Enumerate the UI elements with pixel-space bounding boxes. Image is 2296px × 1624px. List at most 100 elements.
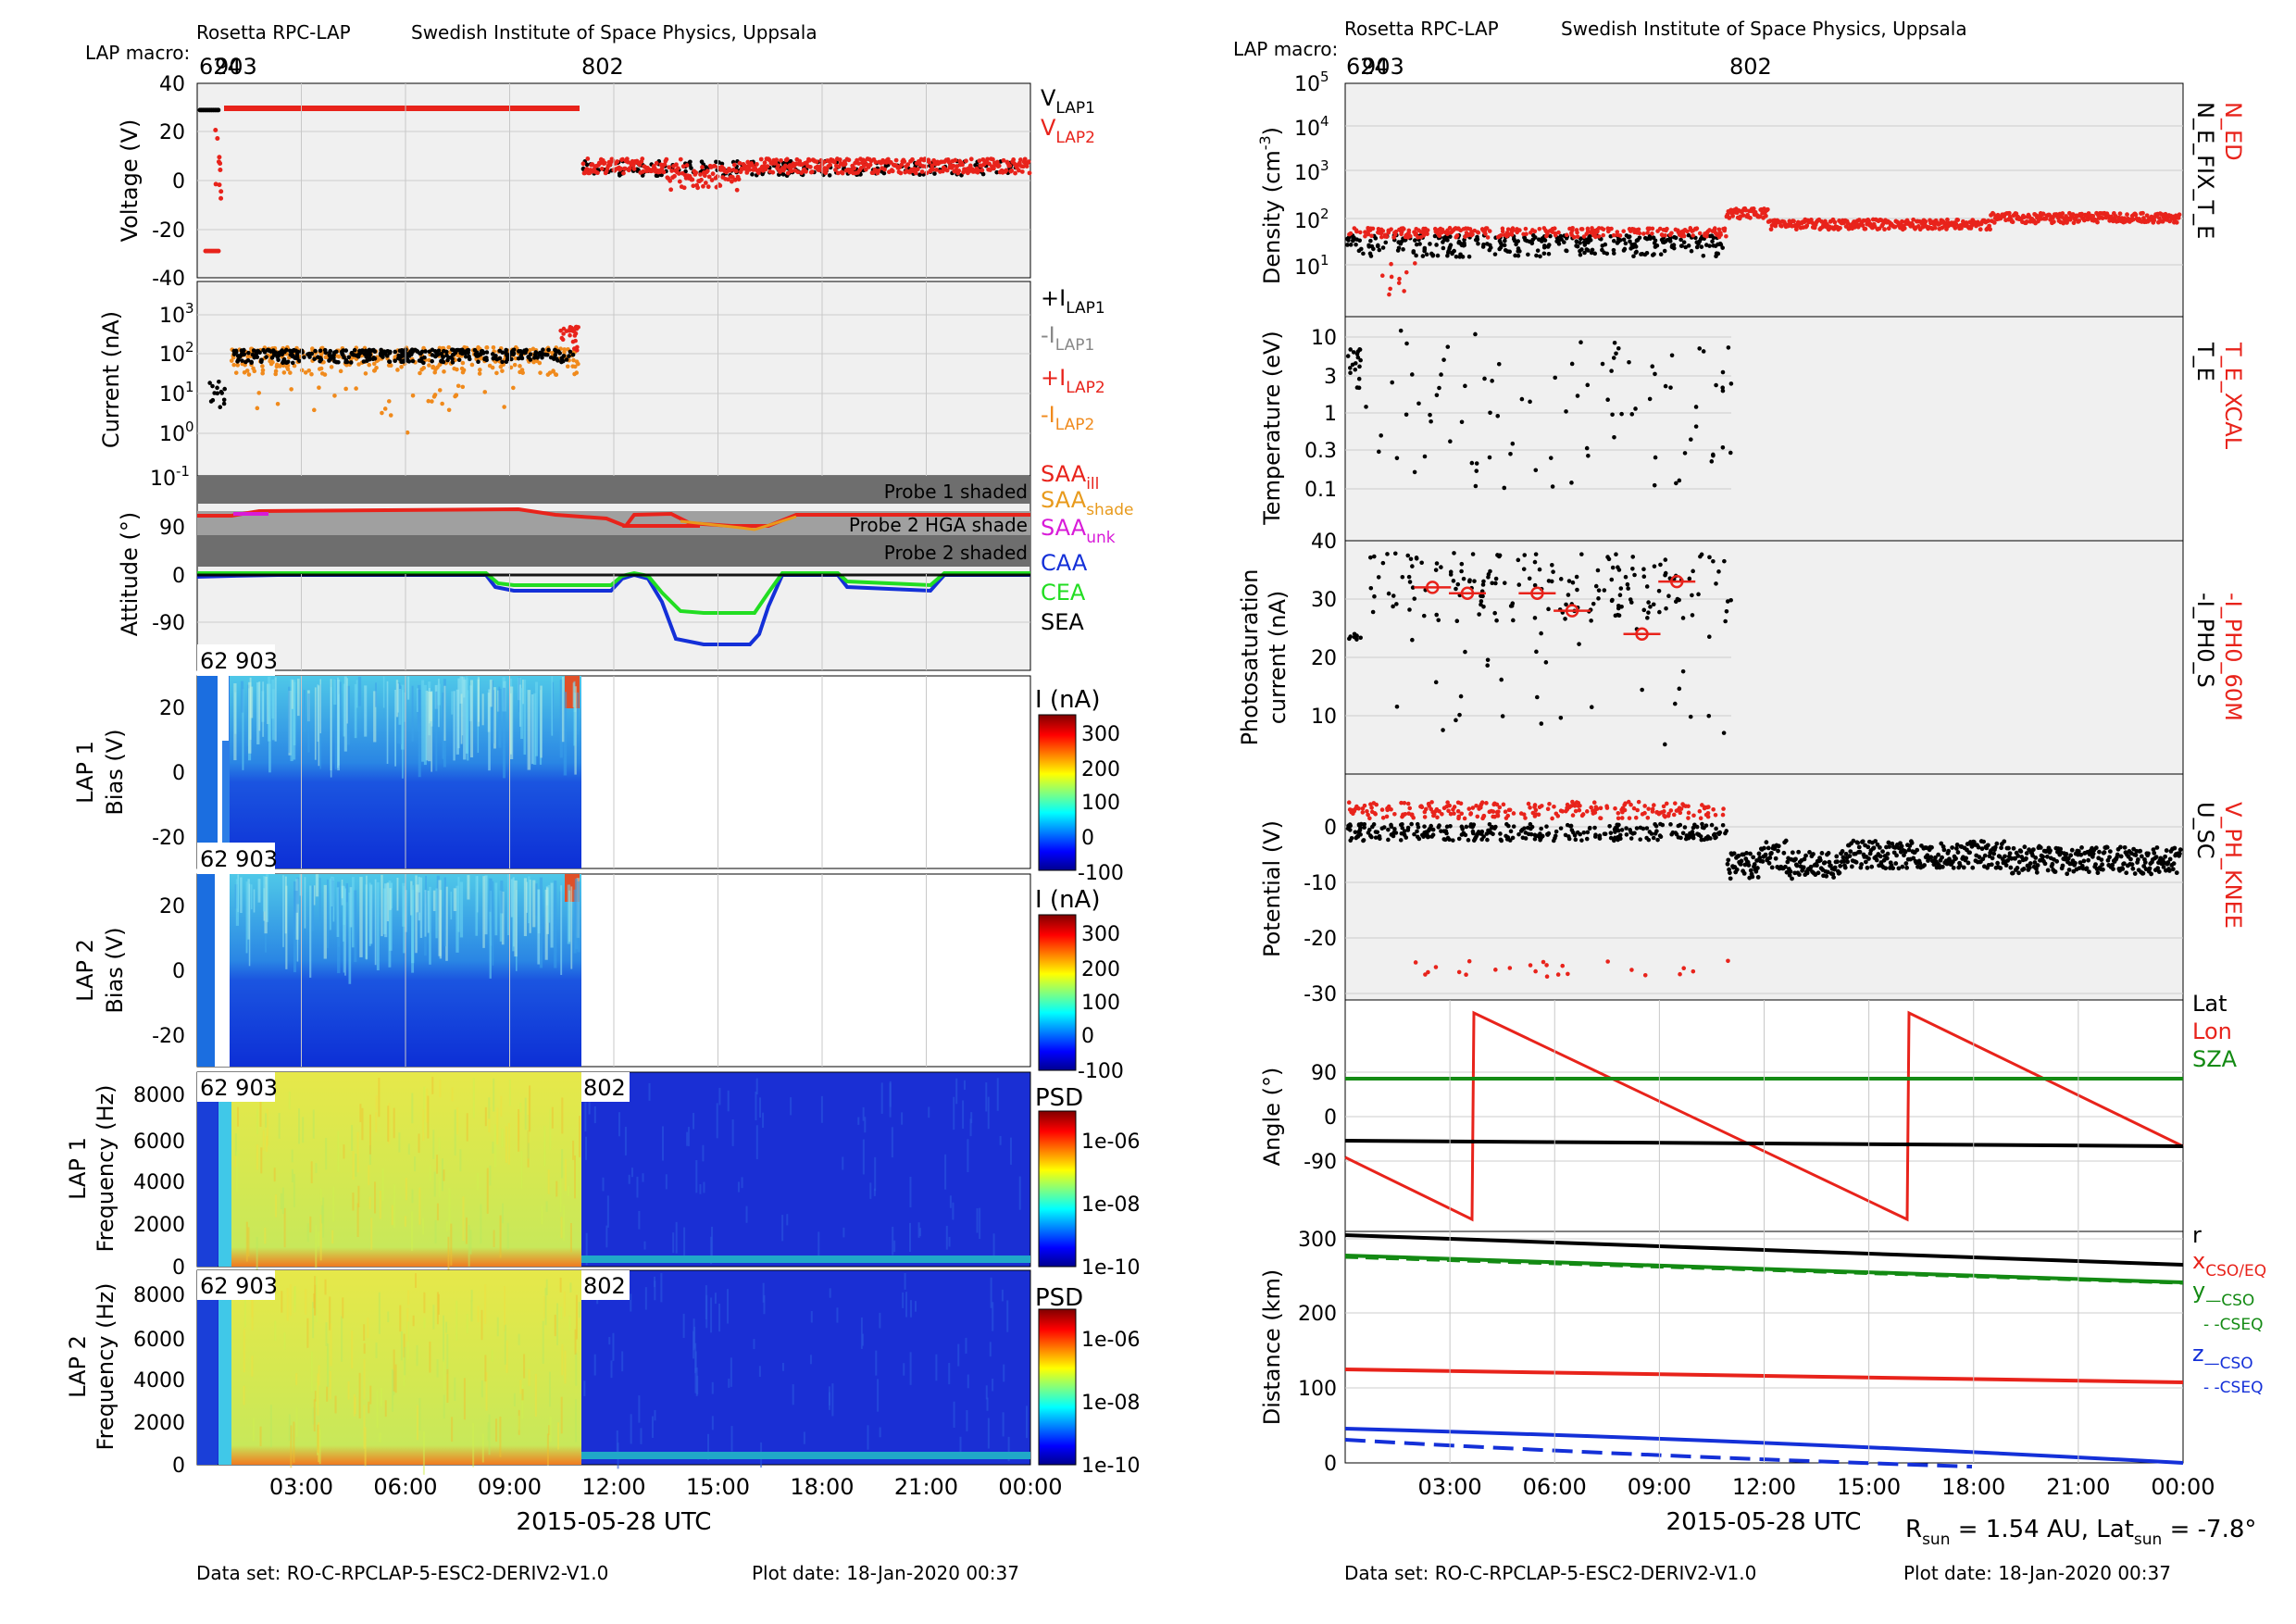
sweep-streak — [443, 877, 446, 947]
spec-streak — [393, 1349, 395, 1392]
u-sc-point — [1504, 837, 1510, 842]
t-e-point — [1711, 452, 1716, 457]
sweep-streak — [482, 876, 485, 948]
left-time-tick: 15:00 — [686, 1474, 750, 1500]
ilap1-point — [523, 350, 528, 356]
sweep-lap2-gap — [215, 874, 230, 1067]
sweep-lap1-gap — [218, 676, 229, 741]
ilap1-point — [231, 352, 237, 356]
n-ed-point — [1650, 231, 1654, 236]
spec-streak — [319, 1189, 322, 1202]
vlap1-point — [827, 173, 832, 178]
i-ph0-s-point — [1551, 569, 1555, 574]
spec-streak — [235, 1151, 238, 1193]
vlap2-point — [747, 167, 753, 172]
sweep-streak — [457, 678, 460, 749]
spec-streak — [363, 1358, 366, 1400]
u-sc-point — [1400, 821, 1404, 827]
temperature-panel: Temperature (eV) 10 3 1 0.3 0.1 T_E_XCAL… — [1259, 316, 2246, 542]
u-sc-point — [2032, 860, 2038, 865]
ilap2-point — [512, 362, 518, 368]
ilap2-point — [490, 365, 495, 370]
u-sc-point — [1544, 824, 1549, 829]
ilap1-point — [519, 356, 525, 361]
u-sc-point — [1568, 824, 1573, 829]
u-sc-point — [2060, 863, 2065, 868]
sweep-streak — [499, 890, 503, 942]
u-sc-point — [2163, 854, 2168, 859]
n-ed-point — [1707, 228, 1712, 232]
spec-streak — [548, 1371, 551, 1407]
sweep-streak — [384, 883, 388, 938]
u-sc-point — [2104, 844, 2110, 850]
spec-lap2-early-block — [197, 1270, 218, 1465]
spec-lap1-cbar-title: PSD — [1035, 1084, 1083, 1112]
ilap2-point — [432, 393, 438, 397]
sweep-streak — [314, 687, 317, 760]
t-e-point — [1364, 405, 1368, 409]
u-sc-point — [2099, 857, 2104, 862]
ilap1-point — [340, 351, 344, 356]
t-e-point — [1720, 388, 1726, 394]
u-sc-point — [1841, 858, 1847, 864]
spec-streak — [1003, 1364, 1005, 1382]
vlap2-point — [678, 156, 683, 162]
spec-streak — [289, 1284, 292, 1317]
spec-lap1-baseline — [581, 1255, 1030, 1263]
t-e-point — [1348, 347, 1353, 352]
n-ed-point — [1402, 289, 1406, 294]
vlap2-point — [1007, 163, 1013, 169]
ilap2-point — [482, 390, 488, 394]
vlap1-point — [780, 172, 786, 177]
t-e-point — [1726, 345, 1731, 350]
spec-streak — [437, 1293, 440, 1315]
spec-streak — [480, 1309, 483, 1341]
spec-streak — [880, 1082, 883, 1114]
spec-streak — [953, 1401, 955, 1429]
u-sc-point — [2084, 866, 2090, 871]
t-e-point — [1553, 375, 1558, 381]
vlap2-point — [631, 167, 637, 171]
spec-lap1-ylabel1: LAP 1 — [65, 1137, 91, 1200]
spec-streak — [429, 1341, 431, 1373]
n-ed-point — [1389, 274, 1394, 280]
attitude-ytick-90: 90 — [159, 517, 185, 540]
spec-streak — [375, 1095, 378, 1110]
u-sc-point — [1523, 836, 1529, 841]
u-sc-point — [1801, 865, 1806, 870]
u-sc-point — [1944, 861, 1950, 867]
spec-streak — [575, 1294, 578, 1340]
u-sc-point — [2010, 870, 2015, 876]
t-e-point — [1404, 412, 1409, 418]
vlap2-point — [690, 177, 695, 182]
n-ed-point — [1413, 261, 1417, 266]
spec-streak — [484, 1106, 487, 1127]
t-e-point — [1439, 372, 1443, 377]
ilap2-point — [363, 371, 368, 376]
u-sc-point — [2079, 844, 2084, 850]
spec-streak — [542, 1320, 544, 1364]
u-sc-point — [1915, 847, 1920, 853]
spec-streak — [781, 1215, 784, 1242]
u-sc-point — [1581, 831, 1587, 835]
vlap2-point — [715, 174, 720, 179]
vlap2-point — [828, 162, 833, 168]
sweep-streak — [533, 693, 537, 765]
i-ph0-s-point — [1493, 576, 1499, 581]
n-e-fix-point — [1529, 239, 1534, 244]
i-ph0-s-point — [1477, 612, 1481, 617]
spec-streak — [575, 1352, 578, 1386]
vlap2-point — [795, 169, 801, 175]
spec-lap2-cbar-1e-8: 1e-08 — [1081, 1392, 1140, 1415]
n-ed-point — [2174, 219, 2179, 225]
vlap2-point — [776, 163, 780, 169]
spec-streak — [602, 1177, 605, 1192]
i-ph0-s-point — [1628, 597, 1633, 602]
u-sc-point — [1883, 866, 1889, 871]
n-e-fix-point — [1412, 238, 1417, 243]
spec-streak — [660, 1272, 663, 1303]
ilap1-point — [476, 359, 480, 365]
vlap2-point — [734, 187, 740, 193]
n-ed-point — [1537, 226, 1542, 231]
n-e-fix-point — [1466, 254, 1472, 259]
